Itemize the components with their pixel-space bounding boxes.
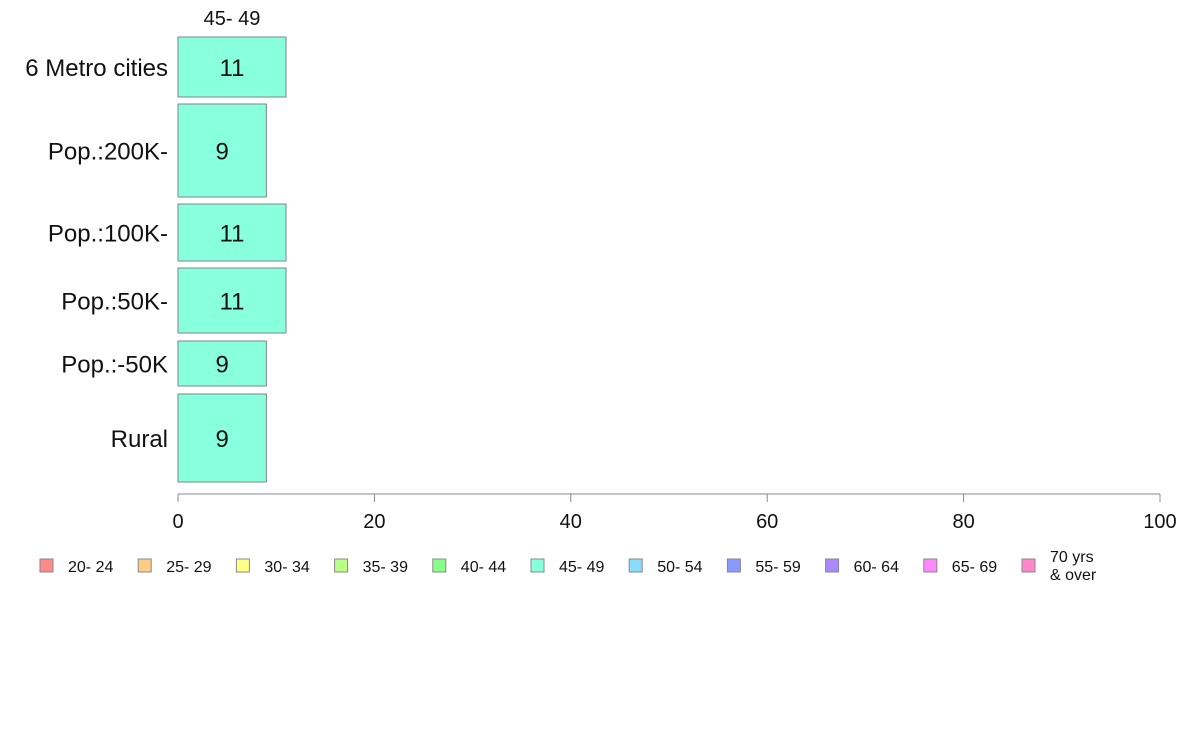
legend-label-5: 45- 49: [559, 559, 604, 576]
category-label-5: Rural: [111, 426, 168, 453]
legend-swatch-8: [825, 558, 840, 573]
bar-3: [177, 267, 287, 334]
legend-swatch-0: [39, 558, 54, 573]
x-tick-label-2: 40: [560, 511, 582, 533]
category-labels: 6 Metro cities Pop.:200K- Pop.:100K- Pop.:5…: [25, 55, 168, 453]
legend-swatch-7: [726, 558, 741, 573]
legend-swatch-4: [432, 558, 447, 573]
bar-value-label-0: 11: [220, 55, 245, 82]
legend-label-3: 35- 39: [363, 559, 408, 576]
bar-5: [177, 393, 267, 483]
bar-0: [177, 36, 287, 98]
legend-label-4: 40- 44: [461, 559, 506, 576]
legend-swatch-3: [334, 558, 349, 573]
legend-label-2: 30- 34: [264, 559, 309, 576]
bar-4: [177, 340, 267, 387]
legend-swatch-1: [137, 558, 152, 573]
bar-2: [177, 203, 287, 262]
category-label-0: 6 Metro cities: [25, 55, 168, 82]
bar-value-label-5: 9: [216, 426, 229, 453]
bar-value-label-2: 11: [220, 221, 245, 248]
category-label-4: Pop.:-50K: [61, 352, 168, 379]
legend-swatch-6: [628, 558, 643, 573]
category-label-3: Pop.:50K-: [61, 289, 168, 316]
legend-label-7: 55- 59: [755, 559, 800, 576]
legend-label-0: 20- 24: [68, 559, 113, 576]
legend-swatch-10: [1021, 558, 1036, 573]
legend-label-10: 70 yrs & over: [1050, 549, 1097, 584]
legend-label-6: 50- 54: [657, 559, 702, 576]
category-label-2: Pop.:100K-: [48, 221, 168, 248]
bar-value-label-4: 9: [216, 352, 229, 379]
legend-swatch-5: [530, 558, 545, 573]
x-tick-label-5: 100: [1143, 511, 1176, 533]
x-tick-label-3: 60: [756, 511, 778, 533]
bar-1: [177, 103, 267, 198]
legend-swatch-2: [235, 558, 250, 573]
legend-label-8: 60- 64: [854, 559, 899, 576]
x-axis: 0 20 40 60 80 100: [172, 493, 1177, 533]
bars-group: 11 9 11 11 9 9: [177, 36, 287, 483]
legend: 20- 24 25- 29 30- 34 35- 39 40- 44 45- 49 50- …: [39, 549, 1097, 584]
x-tick-label-4: 80: [952, 511, 974, 533]
bar-value-label-1: 9: [216, 139, 229, 166]
x-tick-label-1: 20: [363, 511, 385, 533]
bar-value-label-3: 11: [220, 289, 245, 316]
category-label-1: Pop.:200K-: [48, 139, 168, 166]
legend-swatch-9: [923, 558, 938, 573]
x-tick-label-0: 0: [172, 511, 183, 533]
series-top-label: 45- 49: [204, 8, 261, 30]
legend-label-1: 25- 29: [166, 559, 211, 576]
legend-label-9: 65- 69: [952, 559, 997, 576]
